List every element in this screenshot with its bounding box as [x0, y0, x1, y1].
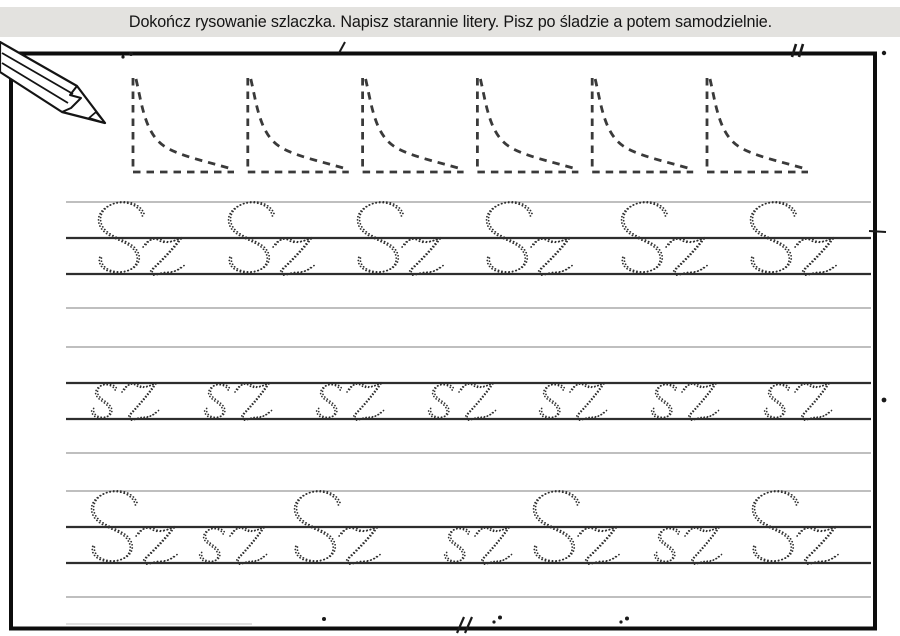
- page-frame: [9, 51, 877, 631]
- trace-letter-group: [90, 489, 179, 565]
- pencil-icon: [0, 40, 107, 125]
- trace-letters: [90, 200, 840, 565]
- pattern-unit: [705, 78, 808, 174]
- trace-letter-group: [749, 200, 838, 276]
- pattern-row: [131, 78, 808, 174]
- scan-artifacts: [121, 41, 887, 634]
- trace-letter-group: [650, 379, 720, 421]
- trace-letter-group: [751, 489, 840, 565]
- trace-letter-group: [97, 200, 186, 276]
- trace-letter-group: [90, 379, 160, 421]
- trace-letter-group: [315, 379, 385, 421]
- trace-letter-group: [538, 379, 608, 421]
- pattern-unit: [246, 78, 349, 174]
- pattern-unit: [361, 78, 464, 174]
- trace-letter-group: [443, 523, 513, 565]
- trace-letter-group: [620, 200, 709, 276]
- pattern-unit: [131, 78, 234, 174]
- ruled-lines: [66, 201, 871, 598]
- trace-letter-group: [485, 200, 574, 276]
- instruction-banner: Dokończ rysowanie szlaczka. Napisz stara…: [0, 7, 900, 37]
- trace-letter-group: [763, 379, 833, 421]
- trace-letter-group: [427, 379, 497, 421]
- trace-letter-group: [653, 523, 723, 565]
- pattern-unit: [590, 78, 694, 174]
- pattern-unit: [475, 78, 579, 174]
- trace-letter-group: [227, 200, 316, 276]
- trace-letter-group: [203, 379, 273, 421]
- trace-letter-group: [198, 523, 268, 565]
- trace-letter-group: [293, 489, 382, 565]
- trace-letter-group: [532, 489, 621, 565]
- trace-letter-group: [356, 200, 445, 276]
- instruction-text: Dokończ rysowanie szlaczka. Napisz stara…: [128, 12, 772, 31]
